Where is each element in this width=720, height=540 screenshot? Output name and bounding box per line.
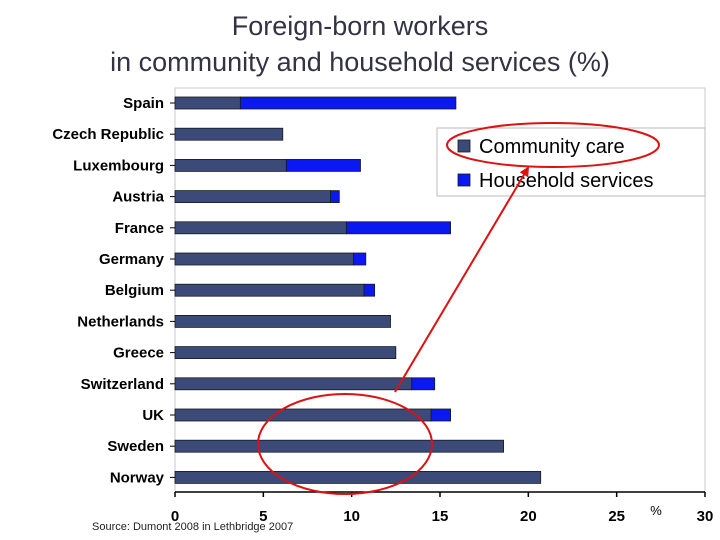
bar-household-services-france (345, 221, 451, 235)
bar-community-care-czech-republic (174, 127, 284, 141)
chart-title-line-2: in community and household services (%) (110, 47, 610, 77)
bar-household-services-spain (239, 96, 457, 110)
x-tick-label-15: 15 (432, 508, 449, 525)
source-note: Source: Dumont 2008 in Lethbridge 2007 (92, 521, 294, 533)
x-tick-label-5: 5 (259, 508, 267, 525)
legend-swatch-household-services (457, 173, 471, 187)
bar-community-care-belgium (174, 283, 365, 297)
category-label-czech-republic: Czech Republic (52, 126, 164, 143)
bar-community-care-uk (174, 408, 432, 422)
bar-household-services-uk (430, 408, 451, 422)
bar-community-care-norway (174, 470, 542, 484)
category-label-sweden: Sweden (107, 438, 164, 455)
bar-community-care-greece (174, 346, 397, 360)
annotation-arrow (394, 166, 530, 393)
chart-title-line-1: Foreign-born workers (231, 11, 489, 41)
bar-household-services-austria (330, 190, 340, 204)
category-label-switzerland: Switzerland (81, 376, 164, 393)
bar-community-care-switzerland (174, 377, 413, 391)
bar-household-services-luxembourg (285, 158, 361, 172)
category-label-france: France (115, 220, 164, 237)
bar-community-care-austria (174, 190, 331, 204)
category-label-norway: Norway (110, 469, 165, 486)
category-label-austria: Austria (112, 189, 164, 206)
bar-community-care-france (174, 221, 347, 235)
category-label-spain: Spain (123, 95, 164, 112)
category-label-germany: Germany (99, 251, 165, 268)
category-label-uk: UK (142, 407, 164, 424)
legend-swatch-community-care (457, 139, 471, 153)
bar-household-services-belgium (363, 283, 376, 297)
category-label-belgium: Belgium (105, 282, 164, 299)
chart-title: Foreign-born workers in community and ho… (0, 8, 720, 80)
bar-household-services-switzerland (411, 377, 436, 391)
annotation-ellipse-bars (257, 393, 433, 495)
x-tick-label-25: 25 (608, 508, 625, 525)
x-tick-label-10: 10 (343, 508, 360, 525)
x-tick-label-20: 20 (520, 508, 537, 525)
x-tick-label-0: 0 (171, 508, 179, 525)
annotation-ellipse-legend (446, 122, 660, 168)
bar-community-care-germany (174, 252, 354, 266)
legend-label-community-care: Community care (479, 136, 625, 158)
x-tick-label-30: 30 (697, 508, 714, 525)
legend-label-household-services: Household services (479, 170, 654, 192)
category-label-luxembourg: Luxembourg (73, 157, 164, 174)
x-axis-label: % (650, 503, 662, 518)
bar-community-care-luxembourg (174, 158, 287, 172)
bar-household-services-germany (353, 252, 367, 266)
category-label-netherlands: Netherlands (77, 313, 164, 330)
bar-community-care-spain (174, 96, 241, 110)
category-label-greece: Greece (113, 345, 164, 362)
bar-community-care-netherlands (174, 314, 391, 328)
bar-community-care-sweden (174, 439, 505, 453)
